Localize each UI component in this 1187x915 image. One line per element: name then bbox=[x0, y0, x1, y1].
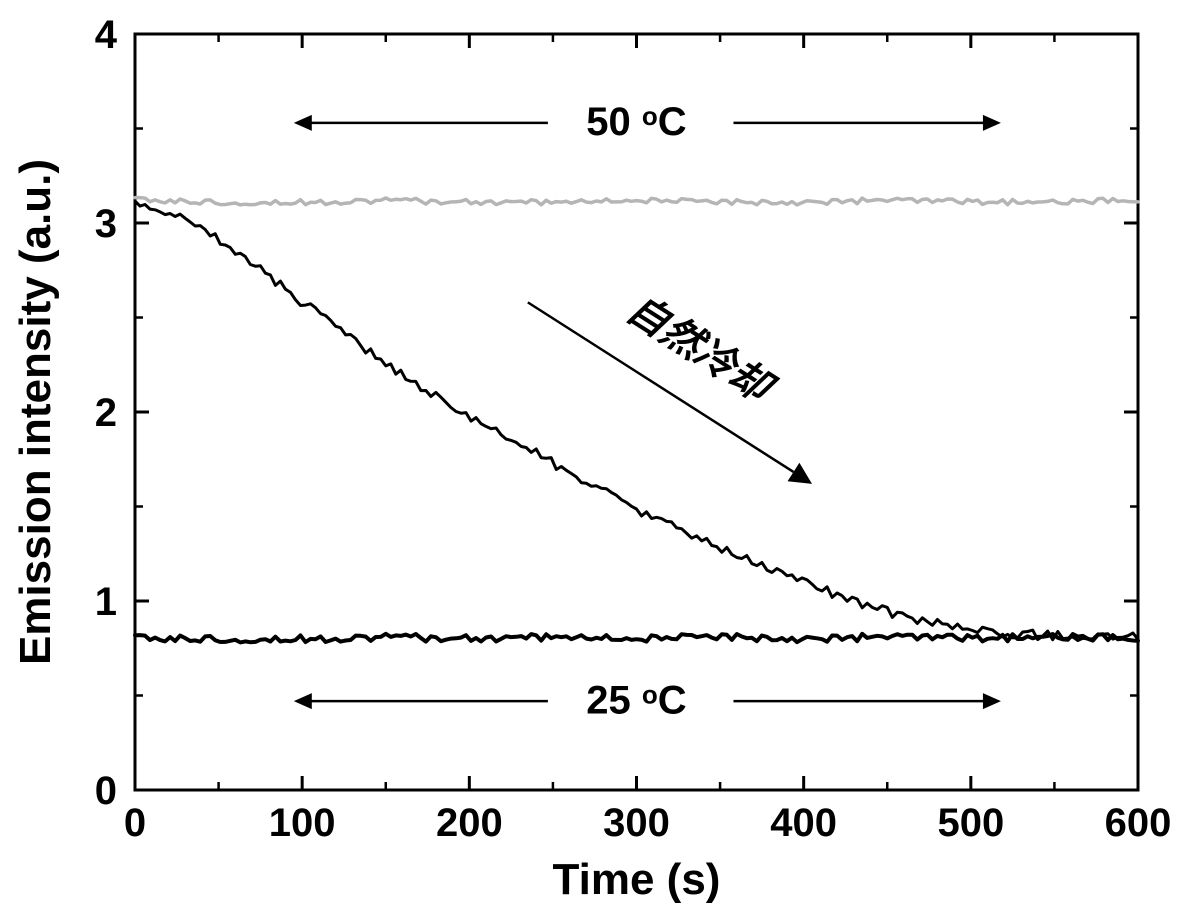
annot-25c-label: 25 oC bbox=[586, 678, 686, 722]
y-tick-label: 2 bbox=[95, 391, 117, 435]
y-tick-label: 3 bbox=[95, 202, 117, 246]
x-axis-title: Time (s) bbox=[553, 855, 721, 904]
x-tick-label: 0 bbox=[124, 801, 146, 845]
x-tick-label: 300 bbox=[603, 801, 670, 845]
x-tick-label: 200 bbox=[436, 801, 503, 845]
y-tick-label: 4 bbox=[95, 13, 118, 57]
y-tick-label: 0 bbox=[95, 769, 117, 813]
y-axis-title: Emission intensity (a.u.) bbox=[11, 159, 60, 665]
x-tick-label: 500 bbox=[937, 801, 1004, 845]
y-tick-label: 1 bbox=[95, 580, 117, 624]
emission-chart: 0 100 200 300 400 500 600 0 1 2 3 4 Time (s) Emission… bbox=[0, 0, 1187, 915]
x-tick-label: 400 bbox=[770, 801, 837, 845]
x-tick-label: 100 bbox=[269, 801, 336, 845]
x-tick-label: 600 bbox=[1105, 801, 1172, 845]
annot-50c-label: 50 oC bbox=[586, 100, 686, 144]
